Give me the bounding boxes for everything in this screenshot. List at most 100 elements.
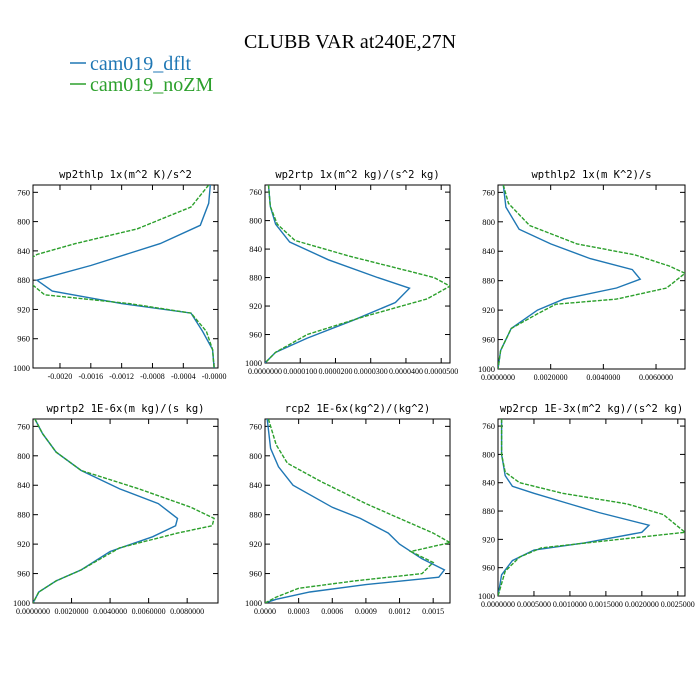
panel-title: wpthlp2 1x(m K^2)/s [531, 169, 651, 181]
x-tick-label: 0.0040000 [93, 607, 127, 616]
y-tick-label: 960 [482, 563, 495, 573]
figure-title: CLUBB VAR at240E,27N [244, 31, 456, 53]
panel-2: wp2rtp 1x(m^2 kg)/(s^2 kg) 760 800 840 880 92… [245, 169, 458, 376]
panel-5: rcp2 1E-6x(kg^2)/(kg^2) 760 800 840 880 920 96… [245, 403, 451, 616]
x-tick-label: 0.0015000 [589, 600, 623, 609]
plot-frame [32, 418, 219, 604]
y-tick-label: 760 [482, 421, 495, 431]
panel-title: wp2thlp 1x(m^2 K)/s^2 [59, 169, 192, 181]
y-tick-label: 800 [249, 451, 262, 461]
y-tick-label: 960 [17, 334, 30, 344]
y-tick-label: 800 [482, 217, 495, 227]
x-tick-label: 0.0000000 [481, 373, 515, 382]
panel-title: wprtp2 1E-6x(m kg)/(s kg) [46, 403, 204, 415]
series-line-dflt [265, 185, 411, 363]
series-line-dflt [265, 419, 446, 603]
y-tick-label: 1000 [13, 363, 30, 373]
panel-title: rcp2 1E-6x(kg^2)/(kg^2) [285, 403, 430, 415]
x-tick-label: 0.0020000 [55, 607, 89, 616]
y-tick-label: 840 [249, 244, 262, 254]
x-tick-label: 0.0060000 [132, 607, 166, 616]
y-tick-label: 1000 [478, 364, 495, 374]
y-tick-label: 800 [249, 216, 262, 226]
y-tick-label: 1000 [245, 358, 262, 368]
x-tick-label: 0.0000100 [283, 367, 317, 376]
y-tick-label: 760 [17, 187, 30, 197]
x-tick-label: 0.0000000 [481, 600, 515, 609]
y-tick-label: 840 [482, 246, 495, 256]
y-tick-label: 760 [249, 421, 262, 431]
legend-label-dflt: cam019_dflt [90, 53, 192, 75]
x-tick-label: 0.0000000 [16, 607, 50, 616]
plot-frame [497, 418, 686, 597]
y-tick-label: 880 [249, 273, 262, 283]
x-tick-label: 0.0000300 [354, 367, 388, 376]
panel-6: wp2rcp 1E-3x(m^2 kg)/(s^2 kg) 760 800 840 88… [478, 403, 695, 609]
panel-4: wprtp2 1E-6x(m kg)/(s kg) 760 800 840 880 920… [13, 403, 219, 616]
y-tick-label: 920 [17, 304, 30, 314]
series-line-nozm [33, 185, 215, 368]
y-tick-label: 760 [17, 421, 30, 431]
x-tick-label: -0.0008 [140, 372, 165, 381]
panels: wp2thlp 1x(m^2 K)/s^2 760 800 840 880 920 960 1… [13, 169, 695, 616]
x-tick-label: 0.0025000 [661, 600, 695, 609]
plot-frame [32, 184, 219, 369]
series-line-nozm [498, 185, 685, 369]
x-tick-label: -0.0012 [109, 372, 134, 381]
y-tick-label: 840 [249, 480, 262, 490]
legend: cam019_dflt cam019_noZM [70, 53, 214, 96]
x-tick-label: 0.0040000 [586, 373, 620, 382]
panel-1: wp2thlp 1x(m^2 K)/s^2 760 800 840 880 920 960 1… [13, 169, 226, 381]
x-tick-label: 0.0010000 [553, 600, 587, 609]
plot-frame [264, 418, 451, 604]
legend-label-nozm: cam019_noZM [90, 74, 214, 96]
y-tick-label: 1000 [13, 598, 30, 608]
series-line-dflt [498, 185, 642, 369]
x-tick-label: -0.0020 [48, 372, 73, 381]
y-tick-label: 960 [249, 569, 262, 579]
y-tick-label: 880 [17, 510, 30, 520]
y-tick-label: 920 [17, 539, 30, 549]
x-tick-label: 0.0005000 [517, 600, 551, 609]
y-tick-label: 800 [482, 449, 495, 459]
series-line-nozm [498, 419, 685, 596]
y-tick-label: 880 [482, 276, 495, 286]
x-tick-label: 0.0020000 [534, 373, 568, 382]
y-tick-label: 840 [17, 480, 30, 490]
y-tick-label: 920 [249, 539, 262, 549]
y-tick-label: 1000 [478, 591, 495, 601]
panel-title: wp2rtp 1x(m^2 kg)/(s^2 kg) [275, 169, 439, 181]
x-tick-label: 0.0006 [321, 607, 343, 616]
x-tick-label: 0.0000000 [248, 367, 282, 376]
y-tick-label: 920 [482, 305, 495, 315]
y-tick-label: 960 [482, 335, 495, 345]
y-tick-label: 880 [249, 510, 262, 520]
y-tick-label: 760 [249, 187, 262, 197]
x-tick-label: 0.0060000 [639, 373, 673, 382]
x-tick-label: 0.0000200 [318, 367, 352, 376]
x-tick-label: 0.0015 [422, 607, 444, 616]
x-tick-label: 0.0000 [254, 607, 276, 616]
series-line-dflt [35, 185, 215, 368]
series-line-dflt [498, 419, 651, 596]
y-tick-label: 880 [17, 275, 30, 285]
plot-frame [497, 184, 686, 370]
y-tick-label: 960 [249, 330, 262, 340]
y-tick-label: 920 [249, 301, 262, 311]
x-tick-label: -0.0016 [78, 372, 103, 381]
y-tick-label: 760 [482, 187, 495, 197]
y-tick-label: 920 [482, 534, 495, 544]
panel-title: wp2rcp 1E-3x(m^2 kg)/(s^2 kg) [500, 403, 683, 415]
y-tick-label: 840 [482, 478, 495, 488]
x-tick-label: 0.0020000 [625, 600, 659, 609]
plot-frame [264, 184, 451, 364]
x-tick-label: 0.0000500 [424, 367, 458, 376]
y-tick-label: 800 [17, 217, 30, 227]
panel-3: wpthlp2 1x(m K^2)/s 760 800 840 880 920 960 100… [478, 169, 686, 382]
series-line-nozm [33, 419, 215, 603]
x-tick-label: 0.0080000 [170, 607, 204, 616]
y-tick-label: 840 [17, 246, 30, 256]
y-tick-label: 880 [482, 506, 495, 516]
x-tick-label: 0.0009 [355, 607, 377, 616]
